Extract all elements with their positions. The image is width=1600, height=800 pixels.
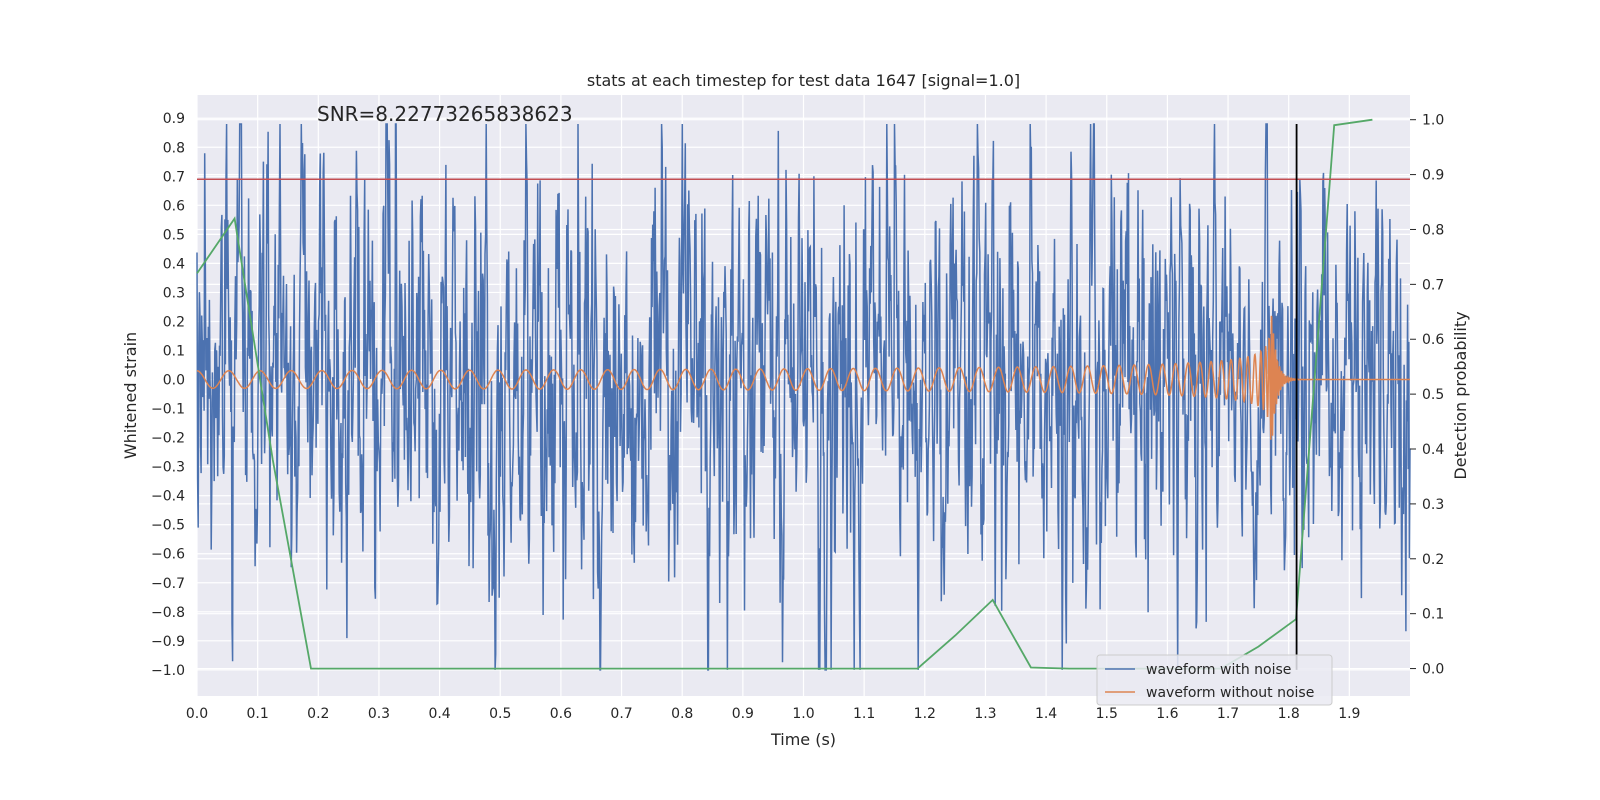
x-tick-label: 0.0 [186, 706, 208, 722]
y-tick-label: 0.3 [163, 285, 185, 301]
x-tick-label: 0.6 [550, 706, 572, 722]
y2-axis-label: Detection probability [1451, 311, 1470, 479]
x-tick-label: 1.6 [1156, 706, 1178, 722]
y-tick-label: −0.6 [151, 547, 185, 563]
y-tick-label: 0.1 [163, 343, 185, 359]
series-waveform-without-noise [197, 315, 1410, 440]
y2-tick-label: 0.6 [1422, 332, 1444, 348]
legend: waveform with noise waveform without noi… [1096, 654, 1333, 706]
x-tick-label: 0.3 [368, 706, 390, 722]
y-tick-label: 0.5 [163, 227, 185, 243]
y-tick-label: 0.0 [163, 373, 185, 389]
y2-tick-label: 1.0 [1422, 113, 1444, 129]
y-tick-label: −1.0 [151, 663, 185, 679]
y2-tick-label: 0.0 [1422, 662, 1444, 678]
y2-tick-label: 0.1 [1422, 607, 1444, 623]
y-tick-label: −0.4 [151, 489, 185, 505]
legend-box [1096, 654, 1333, 706]
y-tick-label: −0.5 [151, 518, 185, 534]
y-tick-label: −0.1 [151, 402, 185, 418]
x-tick-label: 1.9 [1338, 706, 1360, 722]
y-tick-label: 0.9 [163, 111, 185, 127]
y-tick-label: −0.7 [151, 576, 185, 592]
x-tick-label: 1.8 [1278, 706, 1300, 722]
x-tick-label: 1.1 [853, 706, 875, 722]
legend-label-noise: waveform with noise [1146, 662, 1291, 678]
y2-tick-label: 0.5 [1422, 387, 1444, 403]
y2-tick-label: 0.9 [1422, 168, 1444, 184]
y2-tick-label: 0.8 [1422, 222, 1444, 238]
y-tick-label: 0.4 [163, 256, 185, 272]
y2-tick-label: 0.3 [1422, 497, 1444, 513]
y2-tick-label: 0.4 [1422, 442, 1444, 458]
series-waveform-with-noise [196, 123, 1411, 671]
y-tick-label: −0.9 [151, 634, 185, 650]
y-tick-label: 0.2 [163, 314, 185, 330]
y-tick-label: −0.3 [151, 460, 185, 476]
x-tick-label: 0.7 [610, 706, 632, 722]
x-tick-label: 0.4 [428, 706, 450, 722]
x-tick-label: 1.0 [792, 706, 814, 722]
y-axis-label: Whitened strain [121, 332, 140, 459]
x-tick-label: 1.5 [1096, 706, 1118, 722]
y-tick-label: 0.8 [163, 140, 185, 156]
right-y-axis: 0.0 0.1 0.2 0.3 0.4 0.5 0.6 0.7 0.8 0.9 1.0 [1410, 113, 1444, 678]
y-tick-label: 0.6 [163, 198, 185, 214]
x-axis-label: Time (s) [770, 730, 836, 749]
y2-tick-label: 0.7 [1422, 277, 1444, 293]
y-tick-label: −0.8 [151, 605, 185, 621]
chart-title: stats at each timestep for test data 164… [587, 71, 1020, 90]
y-tick-label: −0.2 [151, 431, 185, 447]
y-tick-label: 0.7 [163, 169, 185, 185]
x-tick-label: 1.7 [1217, 706, 1239, 722]
left-y-axis: −1.0 −0.9 −0.8 −0.7 −0.6 −0.5 −0.4 −0.3 −0.2 −0.1… [151, 111, 185, 679]
x-tick-label: 1.3 [974, 706, 996, 722]
y2-tick-label: 0.2 [1422, 552, 1444, 568]
x-tick-label: 0.8 [671, 706, 693, 722]
x-tick-label: 1.2 [914, 706, 936, 722]
x-tick-label: 0.1 [247, 706, 269, 722]
snr-annotation: SNR=8.22773265838623 [317, 102, 573, 126]
x-tick-label: 0.5 [489, 706, 511, 722]
x-tick-label: 0.2 [307, 706, 329, 722]
x-tick-label: 1.4 [1035, 706, 1057, 722]
x-axis: 0.0 0.1 0.2 0.3 0.4 0.5 0.6 0.7 0.8 0.9 1.0 1.1 1.2 1… [186, 706, 1361, 722]
reference-lines [197, 124, 1410, 670]
x-tick-label: 0.9 [732, 706, 754, 722]
legend-label-clean: waveform without noise [1146, 685, 1314, 701]
